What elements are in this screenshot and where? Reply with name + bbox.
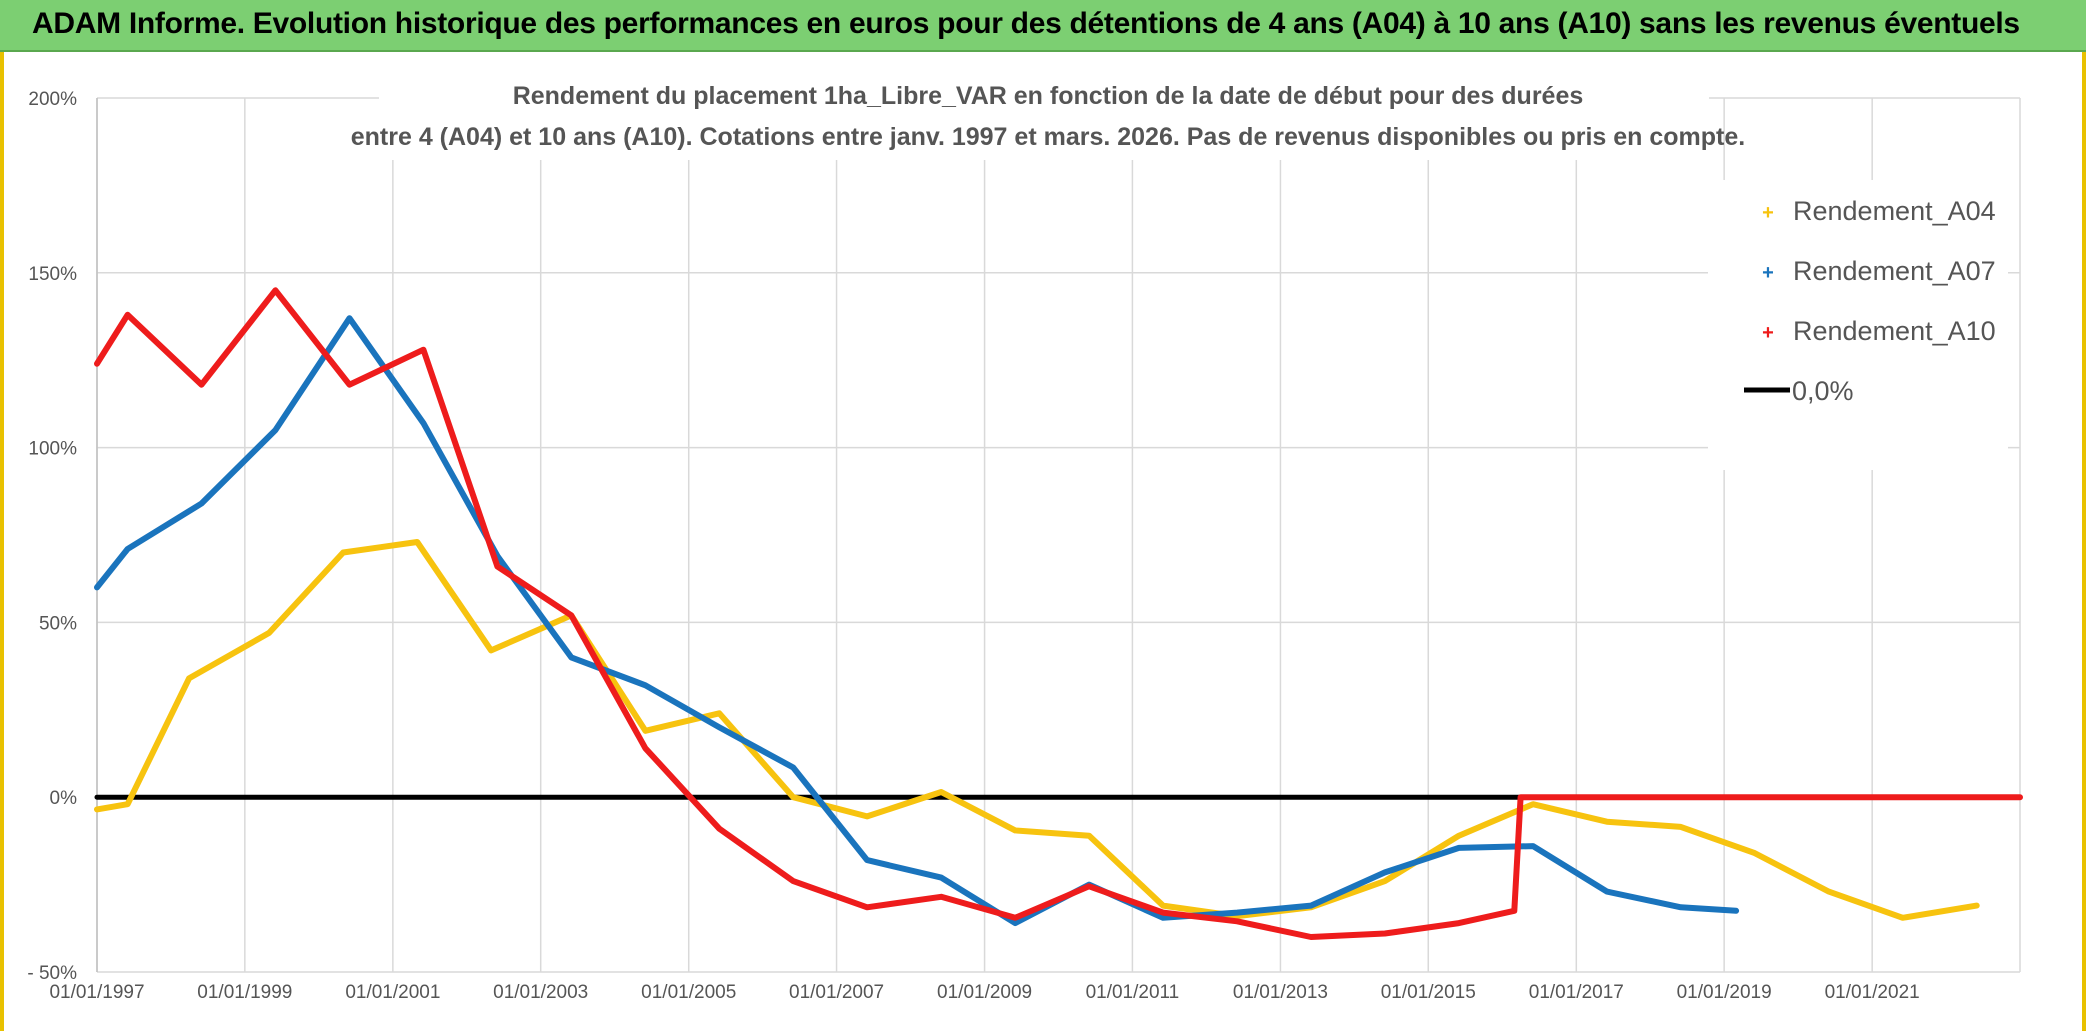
series-line-rendement-a10 [94,287,2023,940]
legend-marker: + [1762,202,1774,224]
x-tick-label: 01/01/2005 [641,982,736,1003]
y-tick-label: 150% [28,264,77,285]
x-tick-label: 01/01/2017 [1529,982,1624,1003]
legend-marker: + [1762,322,1774,344]
legend-marker: + [1762,262,1774,284]
x-tick-label: 01/01/1997 [49,982,144,1003]
x-tick-label: 01/01/2011 [1086,982,1180,1003]
legend-label: Rendement_A10 [1793,316,1996,346]
chart-title-line-2: entre 4 (A04) et 10 ans (A10). Cotations… [351,123,1745,151]
x-tick-label: 01/01/2003 [493,982,588,1003]
performance-chart: - 50%0%50%100%150%200% 01/01/1997 01/01/1… [27,60,2023,1003]
x-tick-label: 01/01/2015 [1381,982,1476,1003]
y-tick-label: - 50% [27,963,77,984]
series-line-rendement-a07 [94,315,1740,927]
x-tick-label: 01/01/1999 [197,982,292,1003]
x-tick-label: 01/01/2013 [1233,982,1328,1003]
legend-background [1708,180,2008,470]
chart-frame: - 50% 0% 50% 100% 150% 200% 01/01/1997 01/01/1… [0,52,2086,1031]
x-tick-label: 01/01/2021 [1825,982,1920,1003]
series-lines [94,287,2023,940]
chart-title: Rendement du placement 1ha_Libre_VAR en … [351,60,1745,160]
chart-title-background [379,60,1709,160]
y-tick-label: 50% [39,613,77,634]
series-line-rendement-a04 [94,539,1980,921]
banner: ADAM Informe. Evolution historique des p… [0,0,2086,52]
y-tick-label: 0% [50,788,78,809]
legend-label: Rendement_A07 [1793,256,1996,286]
x-tick-label: 01/01/2007 [789,982,884,1003]
x-axis-ticks: 01/01/1997 01/01/1999 01/01/2001 01/01/2003… [49,982,1919,1003]
y-tick-label: 200% [28,89,77,110]
legend-label: Rendement_A04 [1793,196,1996,226]
banner-title: ADAM Informe. Evolution historique des p… [32,7,2020,40]
legend-label: 0,0% [1792,376,1854,406]
legend: + Rendement_A04 + Rendement_A07 + Rendement_A… [1708,180,2008,470]
chart-title-line-1: Rendement du placement 1ha_Libre_VAR en … [513,82,1584,110]
x-tick-label: 01/01/2001 [345,982,440,1003]
x-tick-label: 01/01/2009 [937,982,1032,1003]
y-axis-ticks: - 50% 0% 50% 100% 150% 200% [27,89,77,984]
y-tick-label: 100% [28,439,77,460]
x-tick-label: 01/01/2019 [1677,982,1772,1003]
